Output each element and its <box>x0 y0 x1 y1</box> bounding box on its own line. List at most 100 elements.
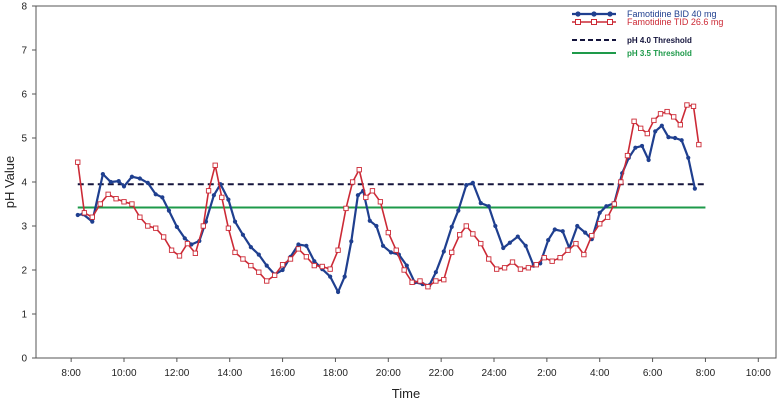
x-tick-label: 6:00 <box>643 368 663 379</box>
data-point <box>646 157 651 163</box>
data-point <box>145 223 151 229</box>
data-point <box>457 232 463 238</box>
legend-bid-label: Famotidine BID 40 mg <box>627 9 717 19</box>
series-bid <box>75 123 697 295</box>
data-point <box>342 274 347 279</box>
data-point <box>690 103 697 109</box>
data-point <box>153 192 158 197</box>
data-point <box>75 159 81 165</box>
data-point <box>272 272 278 278</box>
data-point <box>166 208 172 213</box>
data-point <box>356 167 362 173</box>
data-point <box>581 251 587 258</box>
data-point <box>541 255 547 261</box>
series-tid <box>75 102 702 290</box>
data-point <box>404 263 409 268</box>
data-point <box>589 233 595 239</box>
data-point <box>232 249 238 256</box>
data-point <box>494 266 500 272</box>
x-tick-label: 24:00 <box>481 368 506 379</box>
data-point <box>611 201 617 207</box>
data-point <box>129 174 135 179</box>
data-point <box>81 210 88 216</box>
data-point <box>192 250 199 256</box>
y-tick-label: 0 <box>21 354 27 365</box>
data-point <box>248 262 254 269</box>
data-point <box>296 242 301 247</box>
legend-ph4-label: pH 4.0 Threshold <box>627 36 692 45</box>
data-point <box>240 256 246 262</box>
data-point <box>319 263 325 270</box>
data-point <box>385 229 391 236</box>
data-point <box>264 278 270 284</box>
data-point <box>638 125 644 131</box>
data-point <box>355 193 360 198</box>
data-point <box>90 219 95 224</box>
data-point <box>327 266 333 272</box>
data-point <box>631 118 637 124</box>
data-point <box>525 265 532 271</box>
data-point <box>121 184 127 189</box>
data-point <box>657 111 664 117</box>
x-axis: 8:00 10:00 12:00 14:00 16:00 18:00 20:00 22:00 2… <box>61 358 771 379</box>
data-point <box>219 194 225 201</box>
data-point <box>137 176 142 181</box>
data-point <box>433 278 439 284</box>
x-tick-label: 14:00 <box>217 368 242 379</box>
legend-tid-marker <box>591 19 597 25</box>
legend: Famotidine BID 40 mg Famotidine TID 26.6… <box>572 9 723 58</box>
data-point <box>597 210 602 215</box>
data-point <box>312 259 317 264</box>
data-point <box>653 129 658 134</box>
legend-bid-marker <box>575 11 581 17</box>
y-tick-label: 5 <box>21 134 27 145</box>
data-point <box>160 195 165 200</box>
series-line <box>77 124 696 294</box>
legend-tid-label: Famotidine TID 26.6 mg <box>627 17 723 27</box>
data-point <box>105 191 111 197</box>
data-point <box>684 102 690 108</box>
data-point <box>388 250 394 255</box>
data-point <box>449 249 455 256</box>
data-point <box>696 141 702 148</box>
data-point <box>335 247 341 253</box>
data-point <box>287 256 294 262</box>
data-point <box>552 227 557 232</box>
data-point <box>464 182 469 188</box>
data-point <box>374 223 379 229</box>
data-point <box>212 162 218 168</box>
data-point <box>121 199 127 205</box>
x-tick-label: 16:00 <box>270 368 295 379</box>
data-point <box>304 243 309 248</box>
y-tick-label: 1 <box>21 310 27 321</box>
y-tick-label: 4 <box>21 178 27 189</box>
data-point <box>100 171 105 177</box>
data-point <box>565 247 571 253</box>
data-point <box>441 249 446 254</box>
x-tick-label: 22:00 <box>429 368 454 379</box>
x-tick-label: 2:00 <box>537 368 557 379</box>
data-point <box>89 214 95 220</box>
data-point <box>303 254 310 260</box>
data-point <box>486 256 492 262</box>
data-point <box>523 243 528 248</box>
data-point <box>343 205 349 212</box>
data-point <box>639 143 645 149</box>
y-tick-label: 6 <box>21 90 27 101</box>
data-point <box>367 218 372 223</box>
data-point <box>328 274 333 279</box>
data-point <box>153 225 159 231</box>
data-point <box>470 231 476 237</box>
data-point <box>200 223 206 229</box>
data-point <box>184 240 191 247</box>
y-axis-title: pH Value <box>2 156 17 209</box>
data-point <box>583 230 588 235</box>
data-point <box>644 130 650 137</box>
data-point <box>664 108 670 115</box>
x-tick-label: 18:00 <box>323 368 348 379</box>
data-point <box>671 114 677 120</box>
data-point <box>686 155 691 160</box>
data-point <box>633 145 638 150</box>
data-point <box>470 180 475 185</box>
